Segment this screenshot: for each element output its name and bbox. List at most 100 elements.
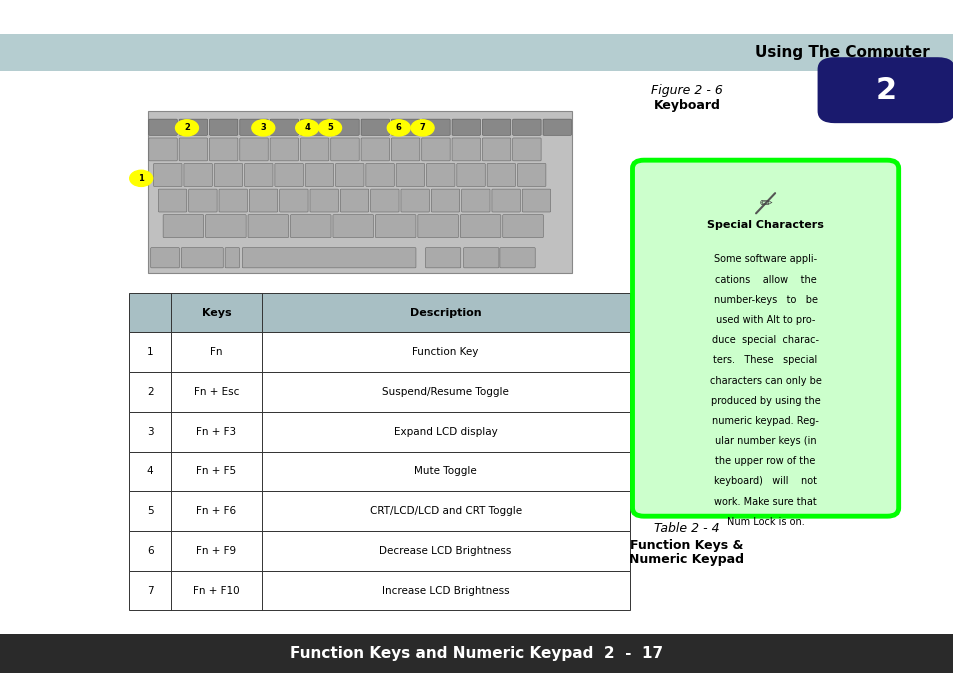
FancyBboxPatch shape (487, 164, 515, 186)
FancyBboxPatch shape (210, 138, 237, 161)
Text: Function Keys &: Function Keys & (630, 538, 742, 552)
Circle shape (252, 120, 274, 136)
Text: 2: 2 (875, 75, 896, 105)
FancyBboxPatch shape (129, 293, 629, 332)
FancyBboxPatch shape (279, 189, 308, 212)
FancyBboxPatch shape (179, 138, 208, 161)
Text: Special Characters: Special Characters (706, 221, 823, 230)
FancyBboxPatch shape (499, 248, 535, 268)
Text: ✏: ✏ (759, 196, 771, 211)
Text: Fn + F9: Fn + F9 (196, 546, 236, 556)
FancyBboxPatch shape (189, 189, 217, 212)
FancyBboxPatch shape (149, 119, 177, 135)
FancyBboxPatch shape (340, 189, 368, 212)
FancyBboxPatch shape (129, 412, 629, 452)
FancyBboxPatch shape (184, 164, 213, 186)
FancyBboxPatch shape (421, 138, 450, 161)
FancyBboxPatch shape (129, 571, 629, 610)
Text: 3: 3 (260, 123, 266, 133)
Text: 1: 1 (138, 174, 144, 183)
FancyBboxPatch shape (300, 138, 329, 161)
FancyBboxPatch shape (248, 215, 288, 238)
Circle shape (130, 170, 152, 186)
FancyBboxPatch shape (482, 119, 510, 135)
FancyBboxPatch shape (129, 452, 629, 491)
FancyBboxPatch shape (375, 215, 416, 238)
Text: 1: 1 (147, 347, 153, 357)
FancyBboxPatch shape (817, 57, 953, 123)
Circle shape (387, 120, 410, 136)
FancyBboxPatch shape (426, 164, 455, 186)
Text: Using The Computer: Using The Computer (755, 45, 929, 60)
Text: Keyboard: Keyboard (653, 99, 720, 112)
Text: Fn + F5: Fn + F5 (196, 466, 236, 476)
FancyBboxPatch shape (452, 119, 480, 135)
Text: 7: 7 (419, 123, 425, 133)
FancyBboxPatch shape (249, 189, 277, 212)
FancyBboxPatch shape (149, 138, 177, 161)
FancyBboxPatch shape (366, 164, 394, 186)
Circle shape (175, 120, 198, 136)
FancyBboxPatch shape (0, 634, 953, 673)
FancyBboxPatch shape (395, 164, 424, 186)
Text: 4: 4 (304, 123, 310, 133)
Text: work. Make sure that: work. Make sure that (714, 497, 816, 507)
FancyBboxPatch shape (151, 248, 179, 268)
Text: Fn + F3: Fn + F3 (196, 427, 236, 437)
Text: numeric keypad. Reg-: numeric keypad. Reg- (711, 416, 819, 426)
Text: produced by using the: produced by using the (710, 396, 820, 406)
Text: 5: 5 (147, 506, 153, 516)
FancyBboxPatch shape (502, 215, 543, 238)
FancyBboxPatch shape (181, 248, 223, 268)
Text: Decrease LCD Brightness: Decrease LCD Brightness (379, 546, 511, 556)
FancyBboxPatch shape (482, 138, 510, 161)
FancyBboxPatch shape (225, 248, 239, 268)
FancyBboxPatch shape (148, 111, 572, 273)
Text: Description: Description (410, 308, 481, 318)
Text: 6: 6 (395, 123, 401, 133)
FancyBboxPatch shape (129, 531, 629, 571)
FancyBboxPatch shape (214, 164, 242, 186)
Text: Increase LCD Brightness: Increase LCD Brightness (381, 586, 509, 596)
FancyBboxPatch shape (632, 160, 898, 516)
FancyBboxPatch shape (333, 215, 373, 238)
FancyBboxPatch shape (244, 164, 273, 186)
FancyBboxPatch shape (210, 119, 237, 135)
Text: 2: 2 (184, 123, 190, 133)
FancyBboxPatch shape (331, 119, 358, 135)
Text: Fn + Esc: Fn + Esc (193, 387, 239, 397)
FancyBboxPatch shape (239, 119, 268, 135)
FancyBboxPatch shape (456, 164, 485, 186)
FancyBboxPatch shape (335, 164, 364, 186)
FancyBboxPatch shape (129, 332, 629, 372)
Text: 4: 4 (147, 466, 153, 476)
FancyBboxPatch shape (274, 164, 303, 186)
Text: duce  special  charac-: duce special charac- (711, 335, 819, 345)
Text: ters.   These   special: ters. These special (713, 355, 817, 365)
Text: Fn + F10: Fn + F10 (193, 586, 239, 596)
Text: Figure 2 - 6: Figure 2 - 6 (650, 84, 722, 98)
FancyBboxPatch shape (163, 215, 203, 238)
Text: Mute Toggle: Mute Toggle (414, 466, 476, 476)
Circle shape (295, 120, 318, 136)
FancyBboxPatch shape (290, 215, 331, 238)
FancyBboxPatch shape (431, 189, 459, 212)
Circle shape (411, 120, 434, 136)
Text: Fn + F6: Fn + F6 (196, 506, 236, 516)
Text: CRT/LCD/LCD and CRT Toggle: CRT/LCD/LCD and CRT Toggle (369, 506, 521, 516)
FancyBboxPatch shape (179, 119, 208, 135)
FancyBboxPatch shape (521, 189, 550, 212)
Text: Expand LCD display: Expand LCD display (394, 427, 497, 437)
FancyBboxPatch shape (239, 138, 268, 161)
Text: Suspend/Resume Toggle: Suspend/Resume Toggle (382, 387, 509, 397)
FancyBboxPatch shape (417, 215, 457, 238)
FancyBboxPatch shape (542, 119, 571, 135)
FancyBboxPatch shape (452, 138, 480, 161)
Text: the upper row of the: the upper row of the (715, 456, 815, 466)
FancyBboxPatch shape (463, 248, 498, 268)
Text: 3: 3 (147, 427, 153, 437)
Text: 6: 6 (147, 546, 153, 556)
FancyBboxPatch shape (492, 189, 519, 212)
FancyBboxPatch shape (305, 164, 334, 186)
FancyBboxPatch shape (158, 189, 187, 212)
